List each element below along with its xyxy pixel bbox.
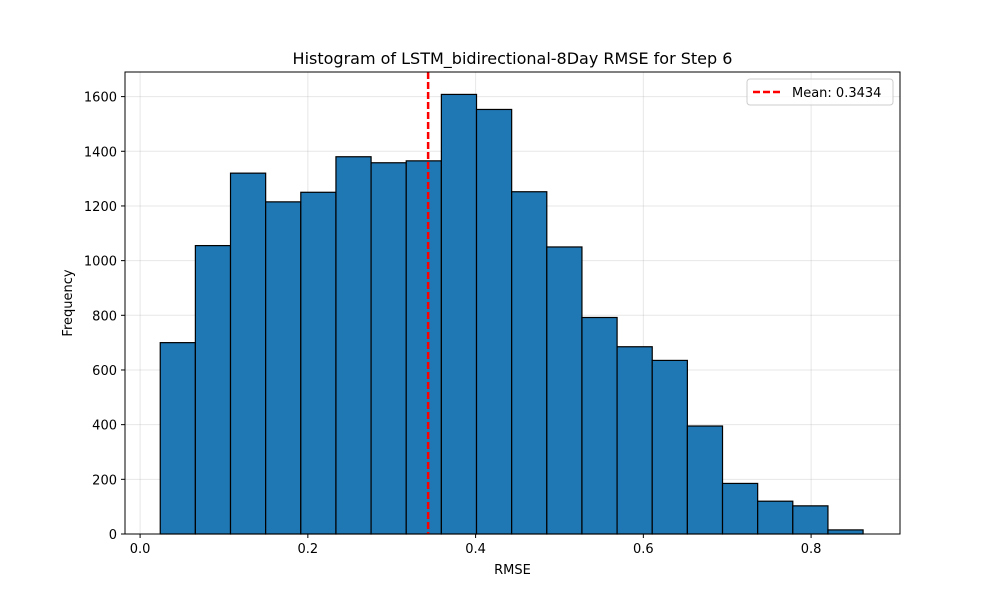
x-tick-label: 0.0 [130, 542, 151, 557]
histogram-bar [159, 342, 196, 535]
histogram-bar [792, 505, 829, 535]
histogram-bar [511, 191, 548, 535]
histogram-bar [616, 346, 653, 535]
histogram-bar [440, 93, 478, 535]
y-tick-label: 1200 [84, 200, 117, 215]
histogram-bar [827, 529, 864, 535]
histogram-bar [721, 482, 759, 535]
legend-mean-label: Mean: 0.3434 [792, 86, 881, 101]
x-axis-ticks: 0.0 0.2 0.4 0.6 0.8 [130, 534, 822, 557]
x-tick-label: 0.4 [465, 542, 486, 557]
histogram-bar [370, 162, 407, 535]
histogram-bar [757, 500, 794, 535]
histogram-bar [265, 201, 302, 535]
legend: Mean: 0.3434 [746, 78, 894, 106]
chart-title: Histogram of LSTM_bidirectional-8Day RMS… [293, 49, 733, 69]
plot-frame [124, 71, 901, 535]
y-tick-label: 1000 [84, 255, 117, 270]
histogram-bar [546, 246, 583, 535]
y-axis-label: Frequency [61, 269, 76, 336]
histogram-bar [475, 108, 513, 535]
y-axis-ticks: 0 200 400 600 800 1000 1200 1400 1600 [84, 91, 125, 543]
x-tick-label: 0.8 [801, 542, 822, 557]
histogram-bar [229, 172, 267, 535]
x-tick-label: 0.2 [298, 542, 319, 557]
y-tick-label: 200 [92, 473, 117, 488]
histogram-bar [651, 359, 688, 535]
y-tick-label: 600 [92, 364, 117, 379]
histogram-bar [300, 191, 337, 535]
x-tick-label: 0.6 [633, 542, 654, 557]
bars [159, 93, 864, 535]
y-tick-label: 1400 [84, 145, 117, 160]
y-tick-label: 0 [109, 528, 117, 543]
y-tick-label: 800 [92, 309, 117, 324]
histogram-bar [581, 316, 618, 535]
histogram-bar [335, 156, 372, 535]
y-tick-label: 400 [92, 419, 117, 434]
x-axis-label: RMSE [494, 563, 531, 578]
legend-box [746, 78, 894, 106]
y-tick-label: 1600 [84, 91, 117, 106]
histogram-bar [405, 160, 442, 535]
histogram-bar [194, 244, 232, 535]
histogram-bar [686, 425, 724, 535]
